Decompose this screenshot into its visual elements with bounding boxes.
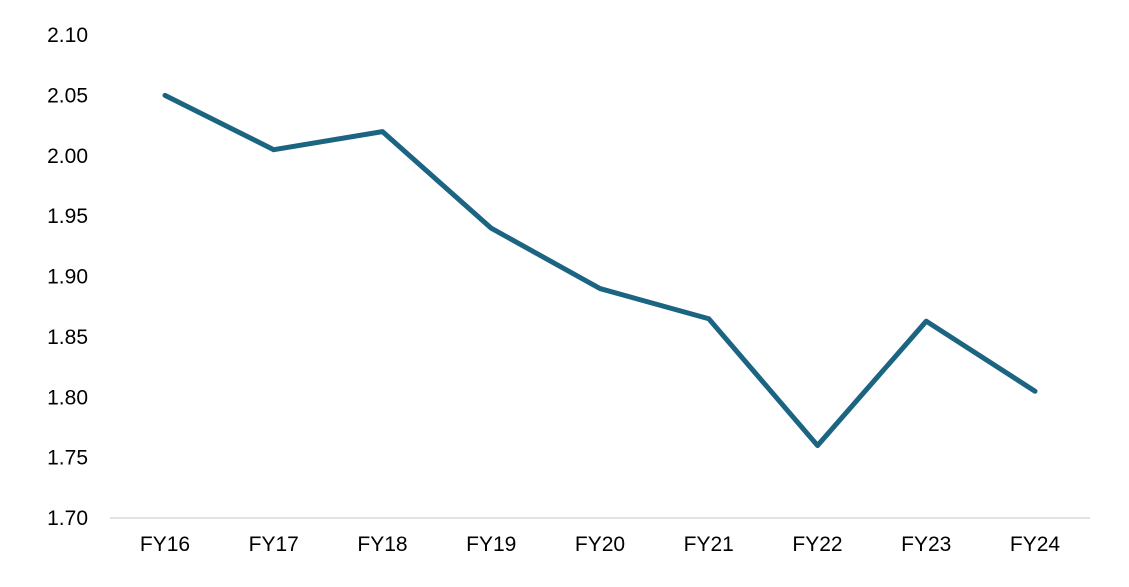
y-axis-tick-label: 2.00 — [47, 145, 88, 168]
x-axis-tick-label: FY21 — [684, 533, 734, 556]
x-axis-tick-label: FY22 — [792, 533, 842, 556]
x-axis-tick-label: FY24 — [1010, 533, 1061, 556]
y-axis-tick-label: 1.95 — [47, 205, 88, 228]
x-axis-tick-label: FY23 — [901, 533, 951, 556]
x-axis-tick-label: FY18 — [357, 533, 407, 556]
y-axis-tick-label: 1.75 — [47, 447, 88, 470]
x-axis-tick-label: FY19 — [466, 533, 516, 556]
y-axis-tick-label: 1.70 — [47, 507, 88, 530]
x-axis-tick-label: FY16 — [140, 533, 190, 556]
y-axis-tick-label: 1.90 — [47, 266, 88, 289]
y-axis-tick-label: 2.10 — [47, 24, 88, 47]
y-axis-tick-label: 2.05 — [47, 84, 88, 107]
x-axis-tick-label: FY20 — [575, 533, 625, 556]
y-axis-tick-label: 1.85 — [47, 326, 88, 349]
data-series-line — [162, 92, 1038, 449]
x-axis-tick-label: FY17 — [249, 533, 299, 556]
y-axis-tick-label: 1.80 — [47, 386, 88, 409]
